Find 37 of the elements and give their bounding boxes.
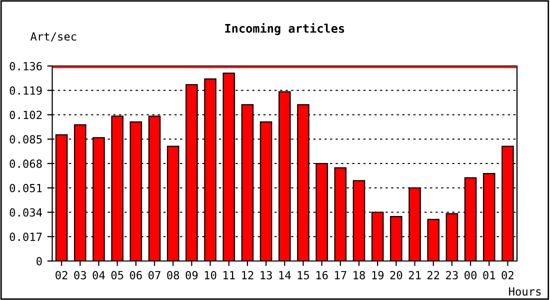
x-tick-label: 16 [316, 270, 328, 280]
x-tick-label: 15 [298, 271, 310, 280]
x-tick-label: 10 [204, 270, 216, 280]
y-tick-label: 0.051 [10, 184, 42, 192]
x-tick-label: 06 [130, 270, 142, 280]
x-axis-title: Hours [509, 287, 541, 296]
y-tick-label: 0.119 [10, 86, 42, 95]
y-tick-label: 0.034 [10, 208, 42, 217]
chart-title: Incoming articles [225, 23, 344, 36]
x-tick-label: 17 [335, 271, 346, 280]
x-tick-label: 09 [186, 270, 198, 280]
x-tick-label: 02 [502, 270, 514, 280]
y-tick-label: 0.068 [10, 160, 42, 168]
x-tick-label: 11 [224, 271, 235, 280]
x-tick-label: 20 [390, 270, 402, 280]
x-tick-label: 00 [464, 270, 476, 280]
y-tick-label: 0.085 [10, 135, 42, 144]
x-tick-label: 07 [148, 270, 160, 280]
y-tick-label: 0 [36, 257, 42, 266]
x-tick-label: 13 [260, 270, 272, 280]
x-tick-label: 04 [92, 270, 105, 280]
y-tick-label: 0.102 [10, 110, 42, 120]
x-tick-label: 01 [483, 270, 496, 280]
x-tick-label: 19 [372, 270, 384, 280]
x-tick-label: 12 [242, 270, 254, 280]
x-tick-label: 22 [427, 270, 440, 280]
x-tick-label: 05 [111, 270, 124, 280]
x-tick-label: 03 [74, 270, 86, 280]
x-tick-label: 02 [56, 270, 68, 280]
x-tick-label: 23 [446, 270, 458, 280]
y-axis-title: Art/sec [30, 32, 76, 42]
x-tick-label: 18 [354, 270, 365, 280]
x-tick-label: 21 [408, 270, 421, 280]
x-tick-label: 08 [167, 270, 180, 280]
x-tick-label: 14 [279, 271, 291, 280]
y-tick-label: 0.017 [10, 232, 42, 242]
y-tick-label: 0.136 [10, 62, 42, 70]
